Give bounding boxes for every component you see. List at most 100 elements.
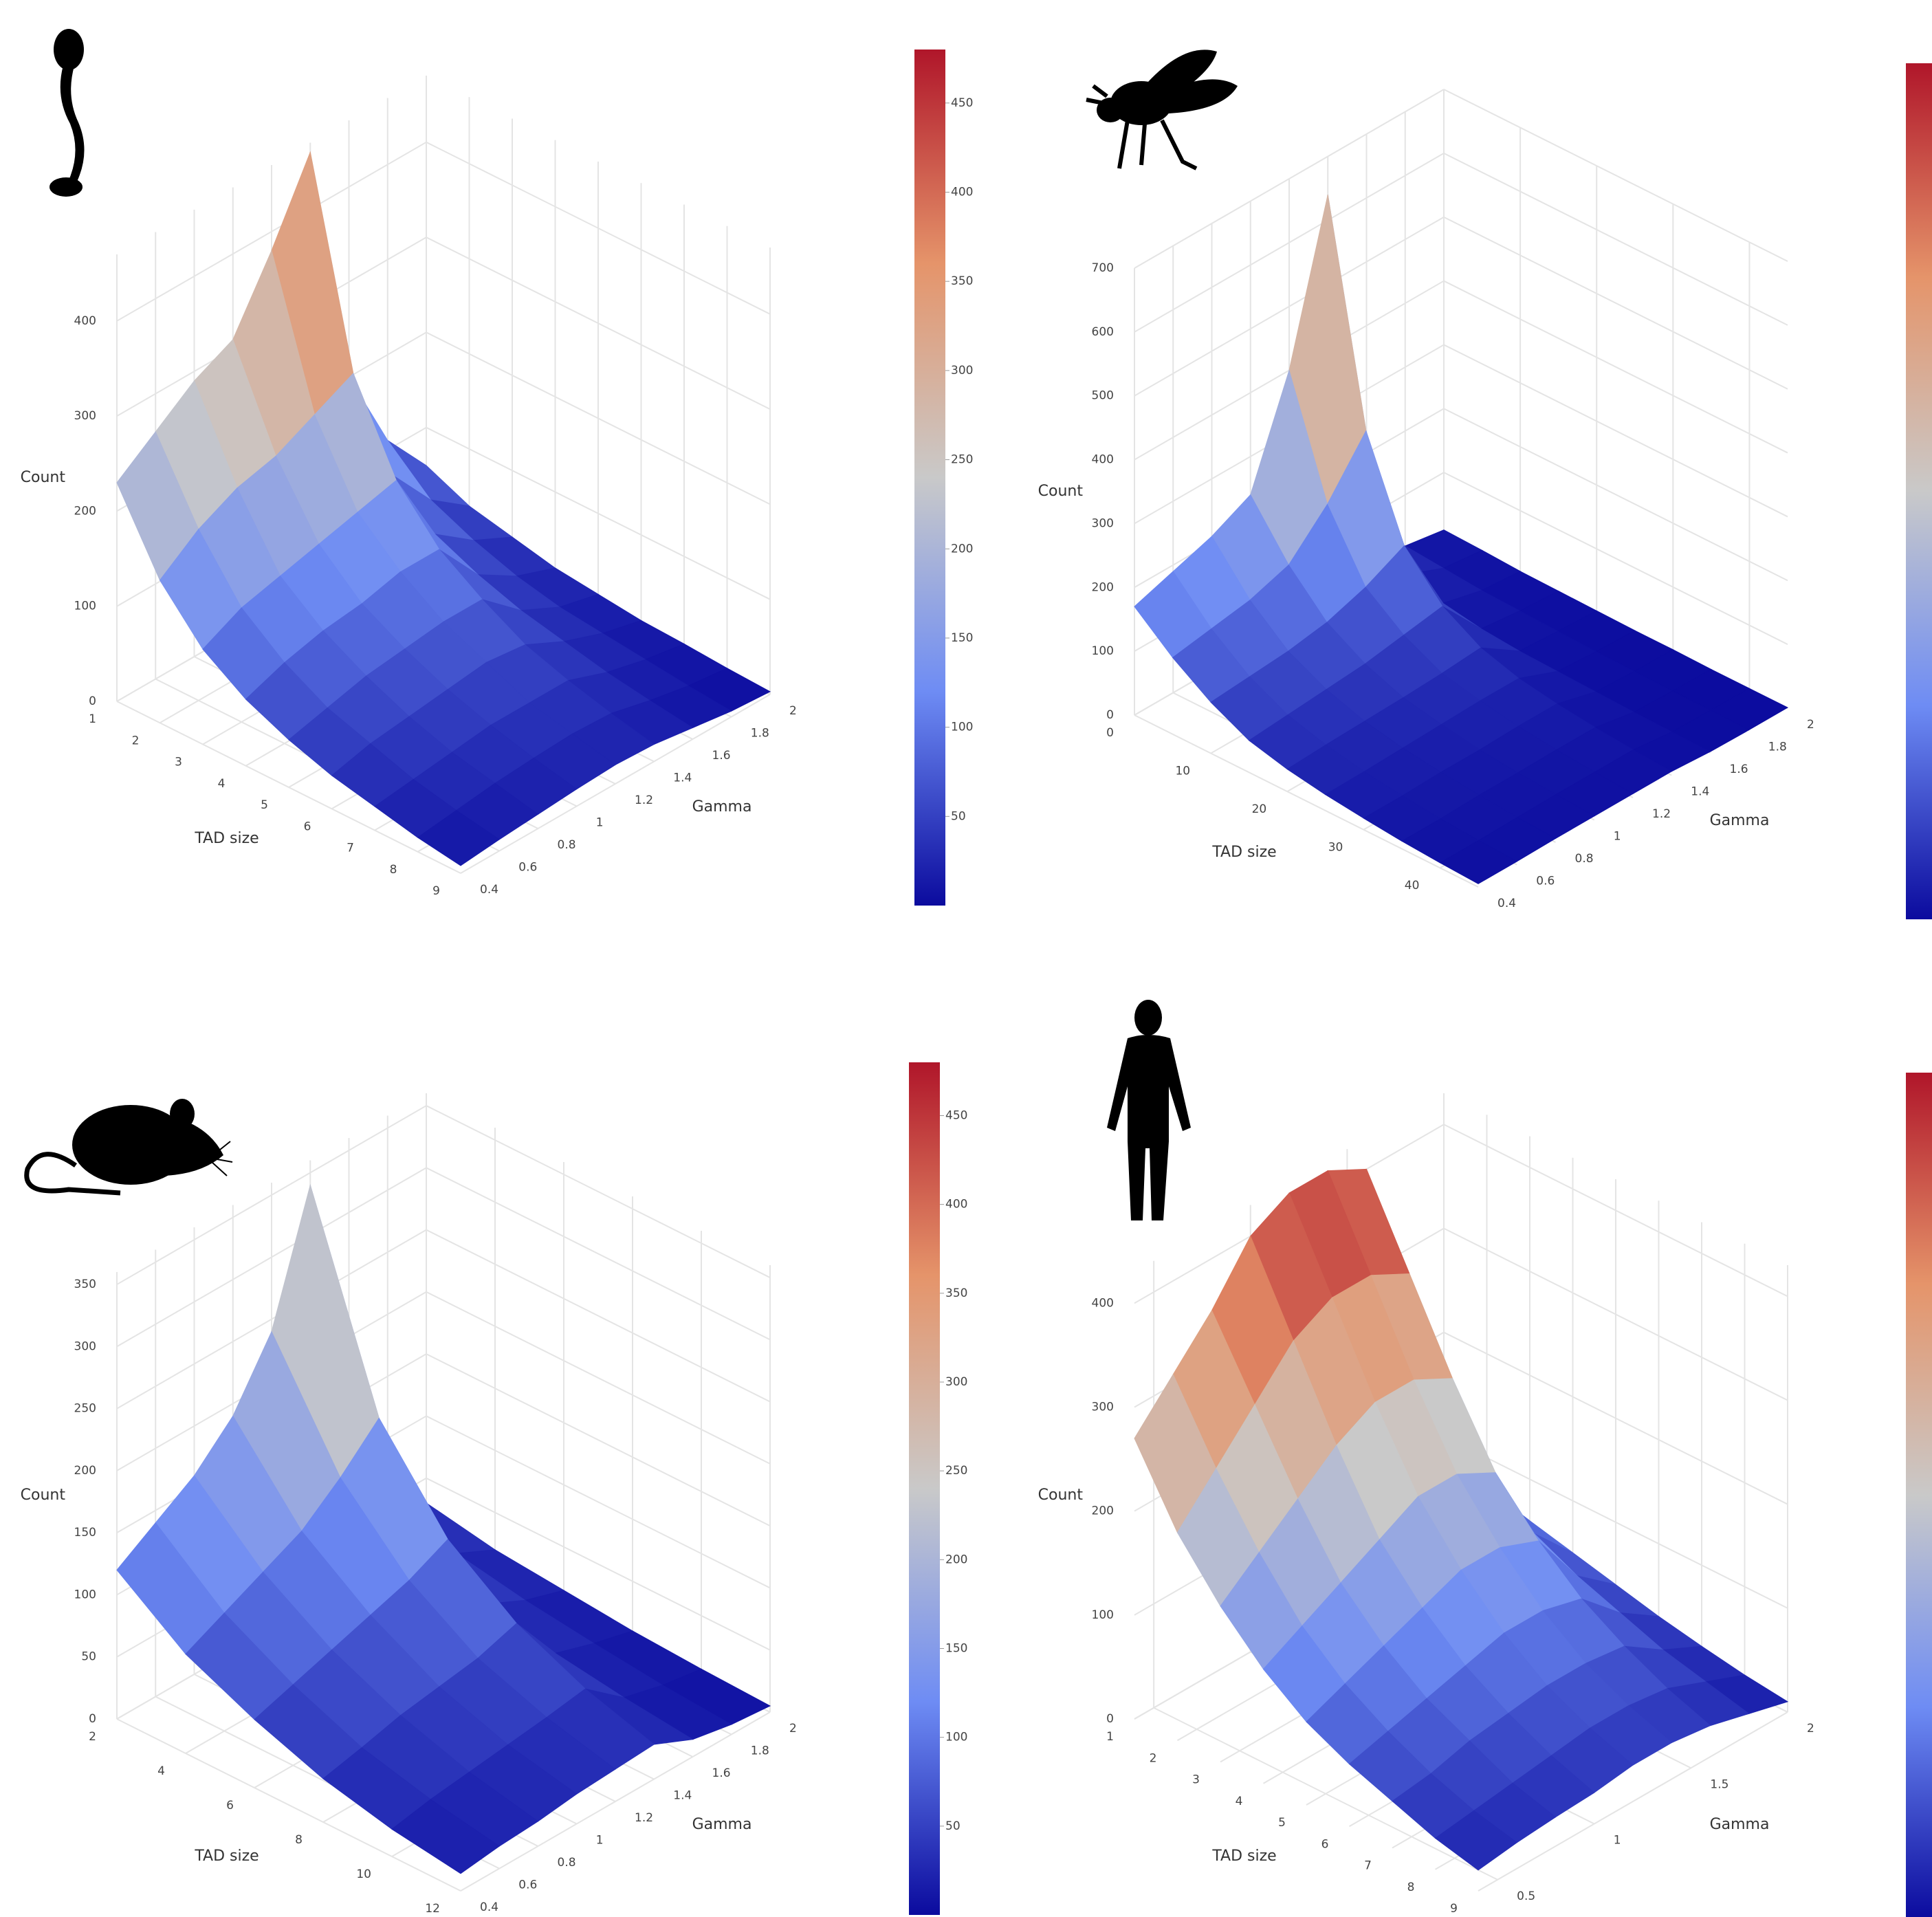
- colorbar-tick-label: 200: [951, 542, 973, 556]
- grid-line: [1444, 408, 1788, 580]
- colorbar-tick-label: 50: [945, 1819, 960, 1833]
- x-axis-title: TAD size: [1211, 844, 1276, 861]
- y-tick-label: 0.8: [558, 1856, 576, 1870]
- y-tick-label: 0.8: [558, 838, 576, 852]
- colorbar-tick-label: 100: [945, 1731, 967, 1744]
- y-tick-label: 1.4: [673, 771, 692, 785]
- colorbar-tick-label: 350: [945, 1286, 967, 1300]
- x-tick-label: 6: [304, 820, 311, 833]
- grid-line: [426, 1354, 770, 1526]
- surface-plot: 01002003004005006007000102030400.40.60.8…: [1038, 63, 1932, 919]
- y-tick-label: 1: [596, 816, 604, 830]
- x-tick-label: 4: [218, 777, 226, 791]
- colorbar: [1906, 63, 1932, 919]
- z-tick-label: 700: [1092, 261, 1114, 275]
- y-tick-label: 1.4: [673, 1789, 692, 1803]
- mouse-icon: [27, 1099, 232, 1193]
- z-tick-label: 100: [74, 1588, 96, 1601]
- z-tick-label: 400: [1092, 453, 1114, 467]
- colorbar-tick-label: 100: [951, 721, 973, 734]
- grid-line: [426, 1292, 770, 1464]
- y-tick-label: 0.8: [1575, 852, 1594, 866]
- colorbar: [914, 50, 945, 906]
- y-tick-label: 2: [789, 1722, 797, 1735]
- z-tick-label: 300: [1092, 516, 1114, 530]
- x-tick-label: 7: [347, 842, 354, 855]
- x-axis-title: TAD size: [194, 1848, 259, 1865]
- x-tick-label: 3: [175, 756, 182, 769]
- y-tick-label: 1.2: [635, 793, 653, 807]
- x-tick-label: 8: [390, 863, 397, 877]
- x-tick-label: 8: [295, 1833, 303, 1847]
- z-tick-label: 600: [1092, 325, 1114, 339]
- z-tick-label: 200: [1092, 580, 1114, 594]
- colorbar-tick-label: 400: [945, 1198, 967, 1212]
- grid-line: [426, 1230, 770, 1402]
- y-tick-label: 0.6: [518, 861, 537, 875]
- surface-plot: 050100150200250300350246810120.40.60.811…: [21, 1062, 968, 1916]
- colorbar: [1906, 1073, 1932, 1917]
- z-tick-label: 50: [81, 1650, 96, 1664]
- y-tick-label: 1.6: [712, 1766, 731, 1780]
- colorbar-tick-label: 300: [951, 364, 973, 377]
- x-tick-label: 2: [132, 734, 140, 747]
- y-tick-label: 0.6: [518, 1878, 537, 1892]
- z-tick-label: 350: [74, 1278, 96, 1291]
- colorbar-tick-label: 450: [945, 1109, 967, 1123]
- y-tick-label: 1.8: [1768, 741, 1787, 754]
- y-tick-label: 1.2: [1652, 807, 1671, 821]
- colorbar-tick-label: 300: [945, 1375, 967, 1389]
- y-tick-label: 1: [1614, 1834, 1621, 1848]
- z-tick-label: 0: [1106, 708, 1114, 722]
- y-tick-label: 2: [1807, 1722, 1814, 1735]
- y-tick-label: 0.4: [480, 883, 498, 897]
- x-tick-label: 5: [261, 798, 268, 812]
- x-tick-label: 20: [1252, 802, 1267, 816]
- fly-icon: [1086, 50, 1238, 168]
- y-axis-title: Gamma: [692, 798, 752, 815]
- y-tick-label: 1.6: [712, 749, 731, 763]
- y-tick-label: 1.8: [751, 727, 769, 741]
- colorbar-tick-label: 350: [951, 274, 973, 288]
- colorbar-tick-label: 150: [945, 1642, 967, 1656]
- y-tick-label: 1.2: [635, 1811, 653, 1825]
- z-tick-label: 500: [1092, 389, 1114, 403]
- z-tick-label: 400: [1092, 1296, 1114, 1310]
- y-tick-label: 0.5: [1517, 1889, 1535, 1903]
- x-tick-label: 1: [89, 712, 96, 726]
- x-tick-label: 2: [1150, 1751, 1157, 1765]
- y-tick-label: 1.4: [1691, 785, 1709, 799]
- z-tick-label: 150: [74, 1526, 96, 1540]
- x-tick-label: 2: [89, 1730, 96, 1744]
- z-tick-label: 0: [1106, 1712, 1114, 1726]
- x-tick-label: 12: [425, 1902, 440, 1916]
- z-tick-label: 300: [74, 409, 96, 423]
- x-tick-label: 6: [1321, 1837, 1329, 1851]
- grid-line: [1444, 217, 1788, 389]
- colorbar: [909, 1062, 940, 1915]
- x-tick-label: 30: [1328, 841, 1343, 855]
- x-tick-label: 4: [1236, 1795, 1243, 1808]
- x-tick-label: 9: [432, 884, 440, 898]
- x-tick-label: 40: [1405, 879, 1420, 892]
- worm-icon: [50, 29, 85, 197]
- x-tick-label: 0: [1106, 726, 1114, 740]
- z-axis-title: Count: [1038, 1487, 1084, 1504]
- x-tick-label: 10: [356, 1867, 371, 1881]
- x-tick-label: 5: [1278, 1816, 1286, 1830]
- grid-line: [1444, 89, 1788, 261]
- z-tick-label: 200: [74, 1464, 96, 1478]
- x-tick-label: 6: [226, 1799, 234, 1812]
- y-tick-label: 1.5: [1710, 1777, 1728, 1791]
- human-icon: [1107, 1000, 1191, 1220]
- grid-line: [426, 1106, 770, 1278]
- z-tick-label: 0: [89, 1712, 96, 1726]
- y-tick-label: 1: [596, 1834, 604, 1848]
- x-tick-label: 9: [1450, 1902, 1458, 1916]
- z-tick-label: 100: [1092, 644, 1114, 658]
- y-tick-label: 1.6: [1730, 763, 1748, 776]
- z-tick-label: 400: [74, 314, 96, 328]
- colorbar-tick-label: 450: [951, 96, 973, 110]
- colorbar-tick-label: 50: [951, 809, 966, 823]
